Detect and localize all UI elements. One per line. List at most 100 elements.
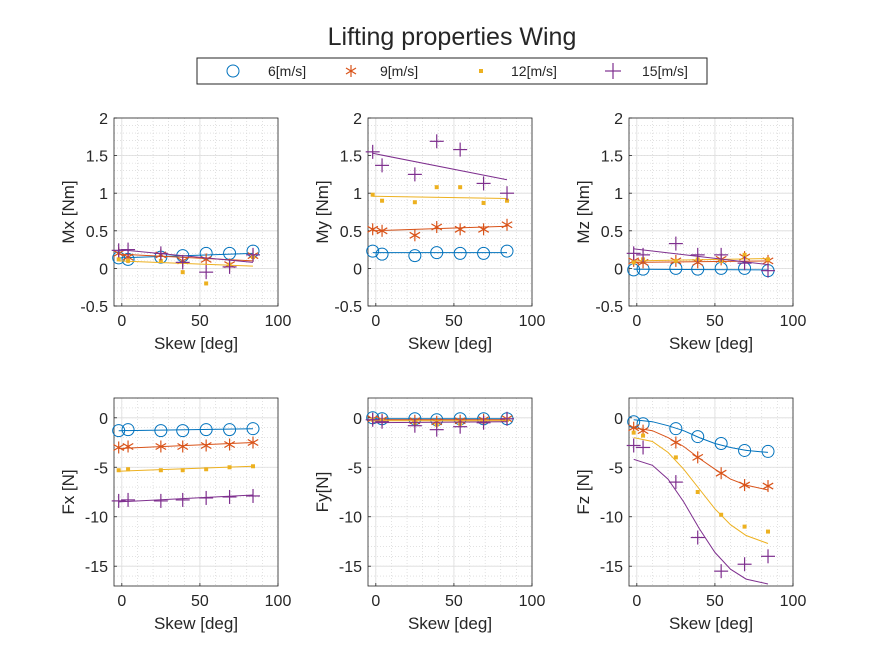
data-point-plus (407, 167, 422, 182)
data-point-dot (631, 260, 636, 265)
legend-entry-6ms: 6[m/s] (226, 63, 306, 79)
data-point-circle (453, 246, 467, 260)
x-tick-label: 0 (632, 593, 641, 610)
data-point-circle (154, 424, 168, 438)
data-point-asterisk (113, 441, 125, 454)
data-point-plus (175, 255, 190, 270)
y-tick-label: 0.5 (601, 224, 623, 241)
data-point-dot (719, 512, 724, 517)
data-point-plus (761, 549, 776, 564)
data-point-circle (366, 244, 380, 258)
y-axis-label: Mx [Nm] (59, 180, 78, 243)
data-point-dot (742, 524, 747, 529)
series-9[m/s] (113, 436, 259, 454)
y-tick-label: 0.5 (340, 224, 362, 241)
y-tick-label: -0.5 (334, 299, 362, 316)
data-point-dot (434, 185, 439, 190)
data-point-plus (175, 492, 190, 507)
data-point-circle (223, 423, 237, 437)
data-point-asterisk (670, 436, 682, 449)
x-tick-label: 0 (371, 593, 380, 610)
fit-line (633, 419, 769, 453)
data-point-circle (714, 437, 728, 451)
x-axis-label: Skew [deg] (408, 334, 492, 353)
legend-label: 15[m/s] (642, 63, 688, 79)
legend-marker-asterisk (345, 65, 357, 77)
series-9[m/s] (628, 421, 774, 493)
x-axis-label: Skew [deg] (669, 334, 753, 353)
series-12[m/s] (116, 464, 256, 473)
subplot-mz: 0 50 100 -0.5 0 0.5 1 1.5 2 Skew [deg] Mz [Nm] (574, 111, 806, 353)
data-point-plus (246, 247, 261, 262)
data-point-dot (126, 258, 131, 263)
subplot-mx: 0 50 100 -0.5 0 0.5 1 1.5 2 Skew [deg] Mx [Nm] (59, 111, 291, 353)
y-tick-label: 1.5 (86, 149, 108, 166)
y-tick-label: 2 (353, 111, 362, 128)
y-tick-label: 0 (614, 261, 623, 278)
x-axis-label: Skew [deg] (154, 334, 238, 353)
data-point-dot (227, 465, 232, 470)
fit-line (633, 437, 769, 544)
data-point-circle (691, 430, 705, 444)
series-6[m/s] (112, 422, 260, 438)
x-tick-label: 50 (445, 313, 463, 330)
x-tick-label: 50 (191, 313, 209, 330)
figure-title: Lifting properties Wing (328, 23, 577, 51)
x-axis-label: Skew [deg] (408, 614, 492, 633)
series-6[m/s] (366, 244, 514, 263)
data-point-dot (631, 430, 636, 435)
legend-label: 12[m/s] (511, 63, 557, 79)
data-point-plus (476, 176, 491, 191)
data-point-circle (176, 424, 190, 438)
data-point-dot (412, 200, 417, 205)
y-axis-label: My [Nm] (313, 180, 332, 243)
series-15[m/s] (365, 411, 515, 437)
data-point-dot (180, 468, 185, 473)
y-tick-label: 0 (614, 411, 623, 428)
y-tick-label: 2 (614, 111, 623, 128)
legend-marker-point (479, 69, 483, 73)
y-tick-label: -10 (339, 510, 362, 527)
fit-line (372, 152, 508, 181)
data-point-plus (111, 493, 126, 508)
legend: 6[m/s] 9[m/s] 12[m/s] 15[m/s] (196, 57, 708, 85)
subplot-fy: 0 50 100 -15 -10 -5 0 Skew [deg] Fy[N] (313, 397, 546, 633)
data-point-asterisk (122, 440, 134, 453)
data-point-dot (641, 433, 646, 438)
data-point-circle (408, 249, 422, 263)
data-point-dot (180, 270, 185, 275)
y-tick-label: 0.5 (86, 224, 108, 241)
data-point-plus (636, 247, 651, 262)
data-point-circle (738, 443, 752, 457)
data-point-dot (204, 281, 209, 286)
data-point-dot (158, 258, 163, 263)
data-point-circle (375, 247, 389, 261)
y-tick-label: 2 (99, 111, 108, 128)
data-point-asterisk (376, 224, 388, 237)
y-tick-label: -0.5 (595, 299, 623, 316)
data-point-asterisk (715, 467, 727, 480)
y-tick-label: 0 (353, 261, 362, 278)
data-point-dot (116, 468, 121, 473)
legend-box (196, 57, 708, 85)
y-tick-label: -0.5 (80, 299, 108, 316)
plot-area (629, 398, 793, 586)
legend-label: 6[m/s] (268, 63, 306, 79)
data-point-plus (429, 422, 444, 437)
data-point-plus (476, 415, 491, 430)
y-axis-label: Mz [Nm] (574, 180, 593, 243)
data-point-asterisk (454, 223, 466, 236)
data-point-plus (111, 243, 126, 258)
x-tick-label: 100 (265, 313, 292, 330)
legend-label: 9[m/s] (380, 63, 418, 79)
legend-marker-circle (226, 64, 240, 78)
data-point-plus (668, 236, 683, 251)
data-point-dot (481, 200, 486, 205)
x-tick-label: 100 (519, 593, 546, 610)
data-point-dot (766, 529, 771, 534)
data-point-plus (121, 242, 136, 257)
data-point-plus (429, 134, 444, 149)
data-point-dot (251, 464, 256, 469)
data-point-plus (761, 263, 776, 278)
